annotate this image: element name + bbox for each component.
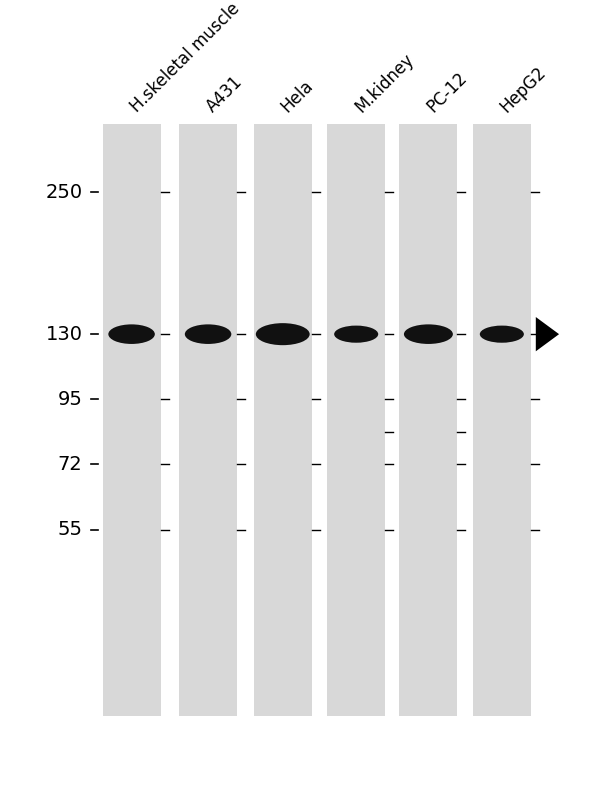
Polygon shape (536, 317, 559, 351)
Text: 55: 55 (58, 520, 83, 539)
Text: 95: 95 (58, 390, 83, 409)
Ellipse shape (256, 323, 310, 345)
Bar (179, 124, 237, 716)
Text: 250: 250 (45, 182, 83, 202)
Ellipse shape (334, 326, 378, 342)
Text: Hela: Hela (278, 77, 317, 116)
Text: HepG2: HepG2 (497, 63, 550, 116)
Ellipse shape (108, 324, 155, 344)
Text: A431: A431 (203, 73, 247, 116)
Bar (399, 124, 457, 716)
Text: PC-12: PC-12 (424, 69, 471, 116)
Bar (472, 124, 531, 716)
Bar (102, 124, 160, 716)
Ellipse shape (185, 324, 231, 344)
Text: H.skeletal muscle: H.skeletal muscle (127, 0, 243, 116)
Bar (327, 124, 386, 716)
Ellipse shape (480, 326, 524, 342)
Bar (254, 124, 312, 716)
Text: 130: 130 (46, 325, 83, 344)
Text: 72: 72 (58, 455, 83, 474)
Text: M.kidney: M.kidney (351, 50, 417, 116)
Ellipse shape (404, 324, 453, 344)
